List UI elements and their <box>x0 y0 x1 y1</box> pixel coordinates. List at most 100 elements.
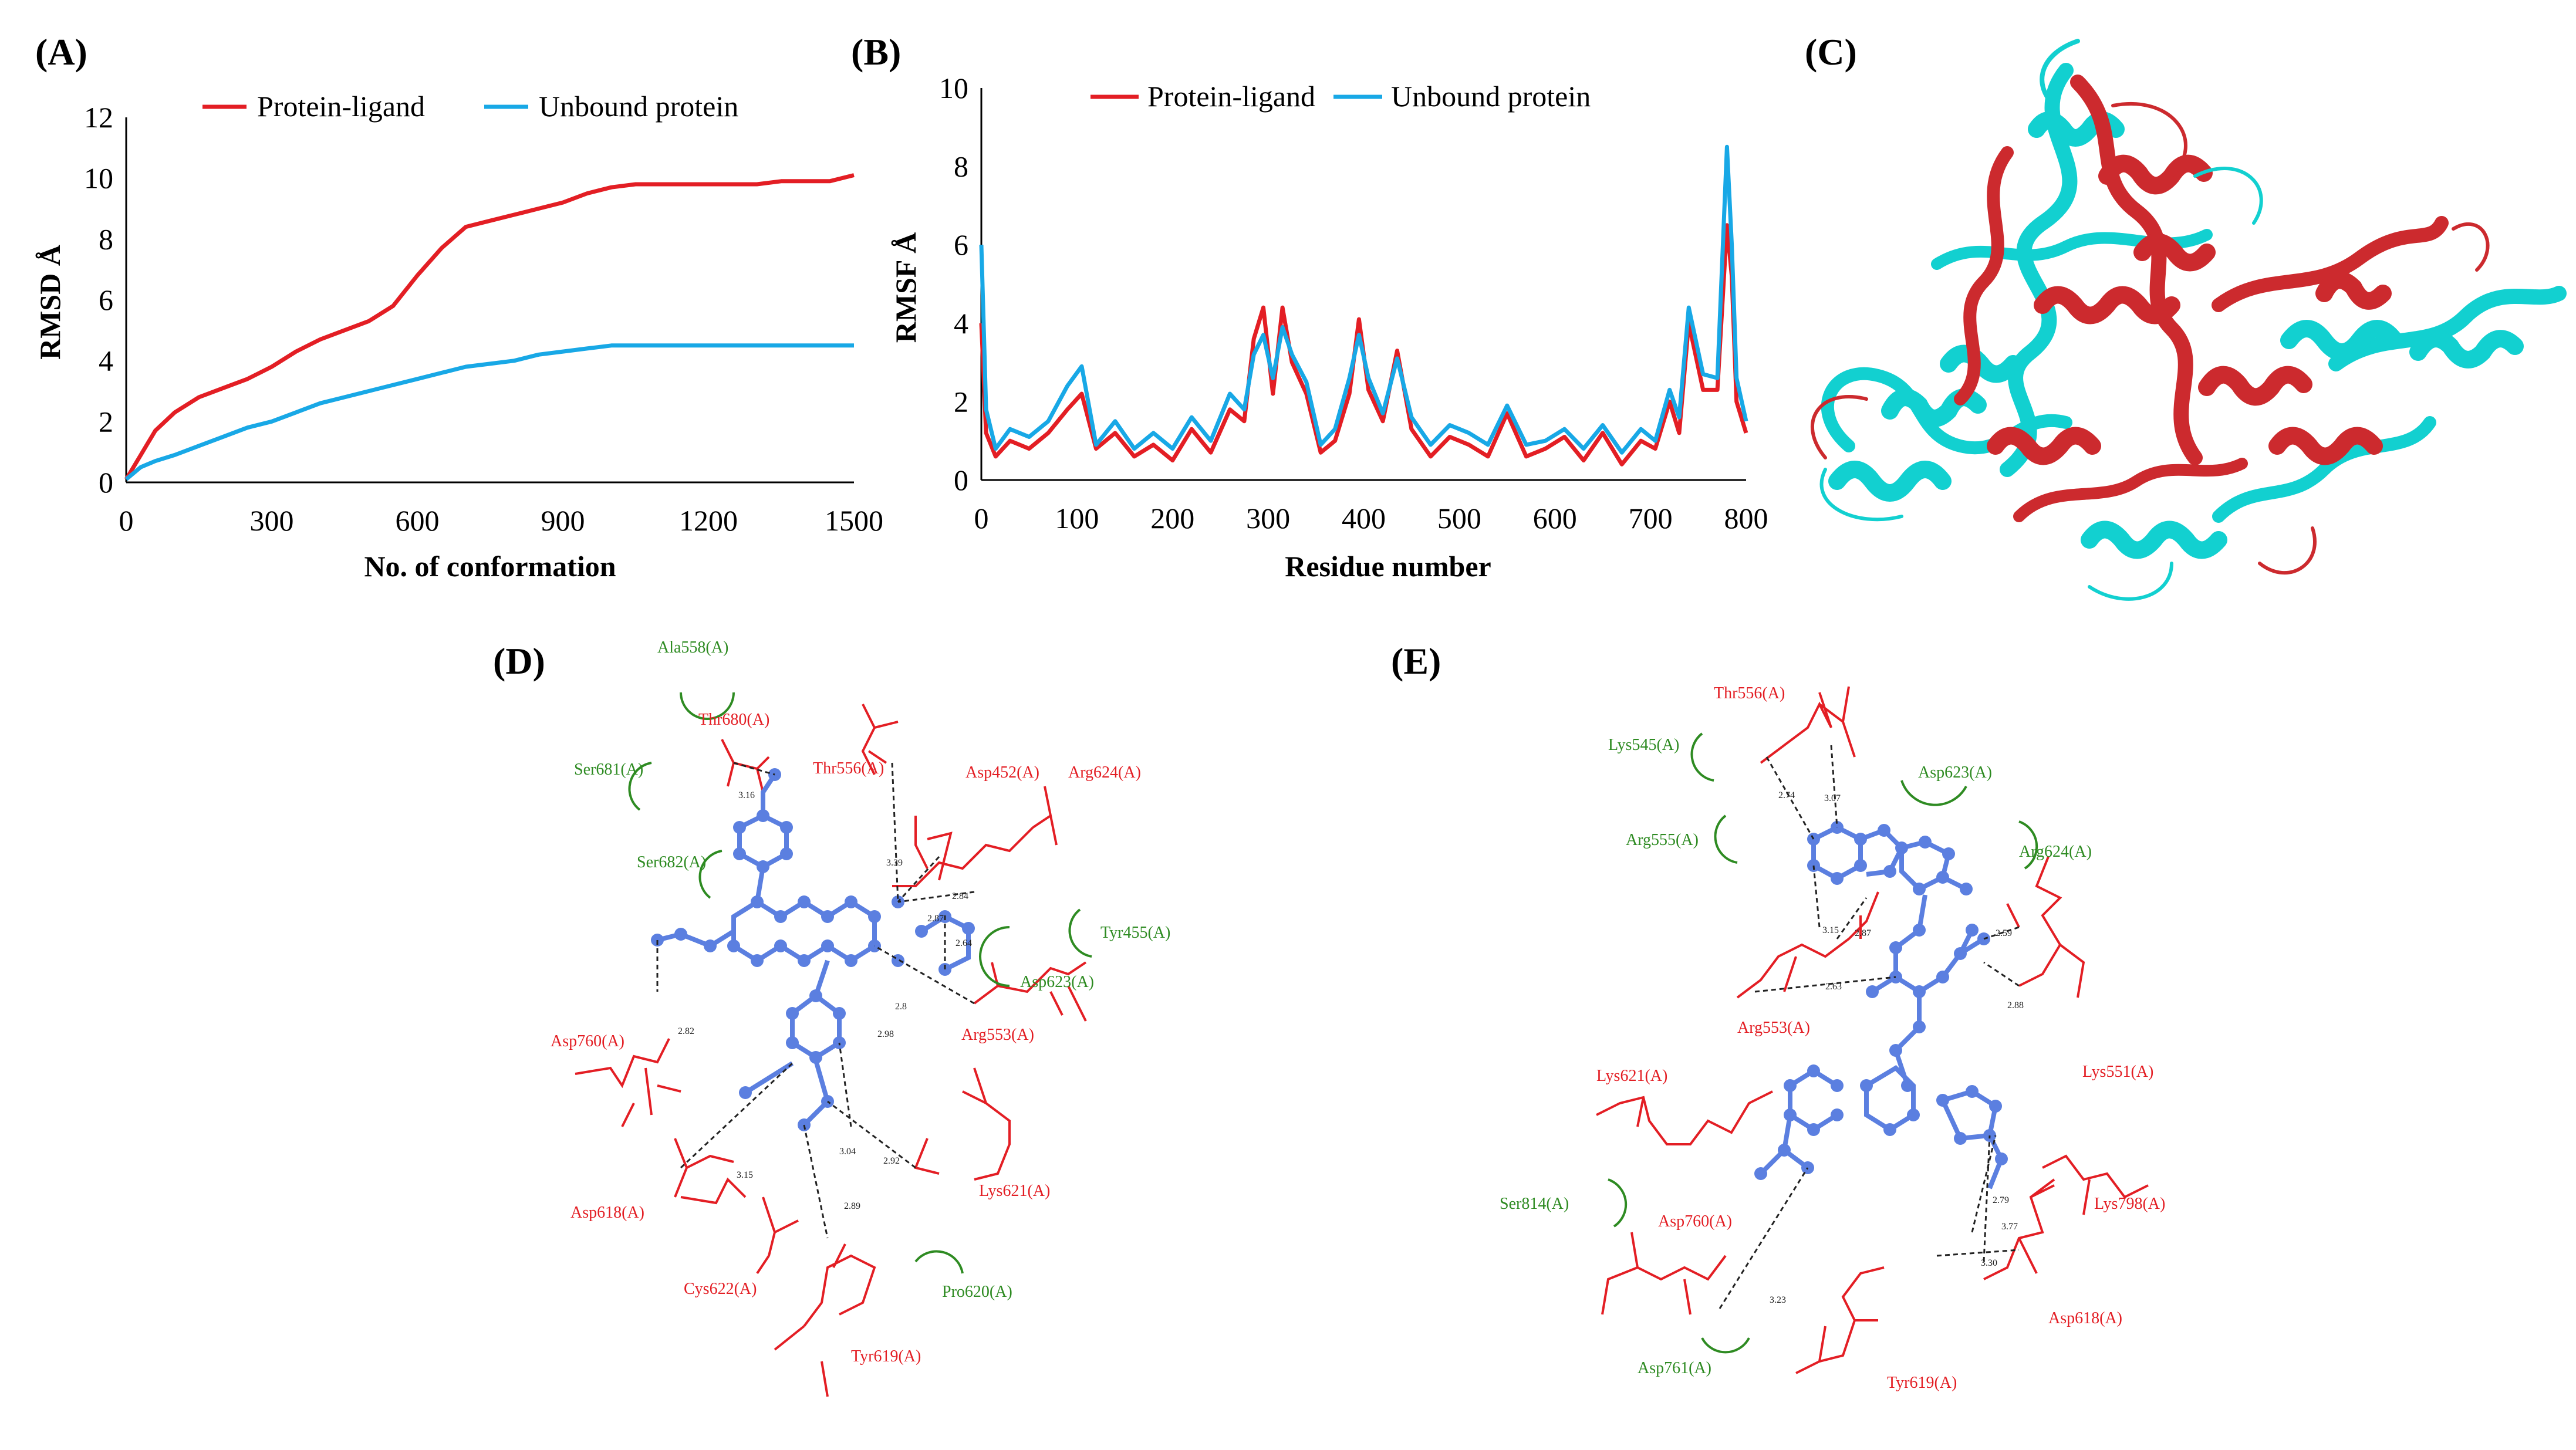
b-x-tick-labels: 0 100 200 300 400 500 600 700 800 <box>974 502 1768 535</box>
a-series-unbound-protein-line <box>124 343 854 481</box>
e-residue-label: Lys798(A) <box>2094 1195 2165 1213</box>
d-distance-labels: 3.16 3.39 2.87 2.84 2.64 2.8 2.98 2.82 3… <box>678 790 972 1211</box>
b-legend-unbound-protein: Unbound protein <box>1391 80 1591 113</box>
d-residue-label: Pro620(A) <box>942 1283 1012 1301</box>
e-residue-label: Lys545(A) <box>1608 736 1679 754</box>
d-hydrophobic-arcs <box>628 692 1092 1274</box>
b-y-tick-label: 4 <box>954 307 968 340</box>
a-series-protein-ligand-line <box>124 173 855 481</box>
d-residue-label: Asp623(A) <box>1020 973 1094 991</box>
d-distance: 3.16 <box>738 790 755 800</box>
d-residue-label: Cys622(A) <box>684 1280 757 1298</box>
a-x-tick-labels: 0 300 600 900 1200 1500 <box>119 504 884 537</box>
e-residue-label: Thr556(A) <box>1714 684 1785 702</box>
e-distance: 2.79 <box>1993 1195 2009 1205</box>
d-residue-label: Lys621(A) <box>979 1182 1050 1200</box>
b-y-tick-label: 2 <box>954 385 968 418</box>
e-residue-labels: Thr556(A) Lys545(A) Asp623(A) Arg555(A) … <box>1500 684 2165 1392</box>
a-x-tick-label: 300 <box>250 504 294 537</box>
e-hbonds <box>1719 745 2020 1309</box>
a-x-tick-label: 1500 <box>825 504 883 537</box>
b-x-tick-label: 400 <box>1342 502 1386 535</box>
e-ligand-atoms <box>1754 821 2008 1180</box>
d-residue-sticks <box>575 704 1087 1397</box>
a-x-tick-label: 0 <box>119 504 134 537</box>
a-x-tick-label: 600 <box>396 504 440 537</box>
e-residue-label: Lys621(A) <box>1596 1067 1667 1085</box>
e-distance: 3.77 <box>2001 1222 2018 1232</box>
d-residue-label: Thr556(A) <box>813 759 884 778</box>
d-distance: 2.92 <box>883 1156 900 1166</box>
b-x-tick-label: 0 <box>974 502 989 535</box>
e-distance: 2.87 <box>1855 928 1871 938</box>
e-residue-label: Asp760(A) <box>1658 1212 1732 1231</box>
a-x-axis-title: No. of conformation <box>364 550 616 583</box>
b-series-lines <box>979 144 1748 467</box>
panel-label-a: (A) <box>35 31 87 73</box>
d-residue-label: Tyr619(A) <box>851 1347 921 1365</box>
panel-label-e: (E) <box>1391 640 1441 682</box>
a-x-tick-label: 900 <box>541 504 585 537</box>
e-distance: 2.74 <box>1778 790 1795 800</box>
d-distance: 3.39 <box>886 858 903 868</box>
e-residue-label: Lys551(A) <box>2082 1063 2153 1081</box>
d-residue-label: Arg553(A) <box>961 1026 1034 1044</box>
d-residue-label: Ser682(A) <box>637 853 706 871</box>
a-legend-unbound-protein: Unbound protein <box>539 90 738 123</box>
panel-e-interaction-diagram: (E) <box>1391 640 2165 1392</box>
e-residue-label: Asp618(A) <box>2048 1309 2122 1327</box>
d-distance: 3.04 <box>839 1147 856 1157</box>
b-x-tick-label: 100 <box>1055 502 1099 535</box>
e-distance: 2.63 <box>1825 982 1842 992</box>
a-y-tick-label: 2 <box>99 405 113 438</box>
e-distance-labels: 2.74 3.07 3.15 2.87 2.59 2.63 2.88 2.79 … <box>1770 790 2024 1305</box>
e-distance: 2.59 <box>1996 928 2012 938</box>
b-series-unbound-protein-line <box>979 144 1748 455</box>
e-distance: 3.30 <box>1981 1258 1997 1268</box>
b-x-axis-title: Residue number <box>1285 550 1491 583</box>
e-residue-label: Ser814(A) <box>1500 1195 1569 1213</box>
e-residue-label: Arg624(A) <box>2019 843 2092 861</box>
a-y-tick-label: 12 <box>84 101 113 134</box>
d-residue-label: Thr680(A) <box>698 711 769 729</box>
a-y-tick-labels: 0 2 4 6 8 10 12 <box>84 101 113 499</box>
d-residue-label: Asp618(A) <box>570 1204 644 1222</box>
d-distance: 2.82 <box>678 1026 694 1036</box>
b-y-tick-labels: 0 2 4 6 8 10 <box>939 72 968 496</box>
e-ligand <box>1759 824 2004 1189</box>
e-residue-label: Asp761(A) <box>1638 1359 1711 1377</box>
d-residue-label: Arg624(A) <box>1068 763 1141 782</box>
b-x-tick-label: 200 <box>1150 502 1194 535</box>
b-x-tick-label: 800 <box>1724 502 1768 535</box>
b-y-tick-label: 8 <box>954 150 968 183</box>
d-distance: 2.89 <box>844 1201 860 1211</box>
d-hbonds <box>656 762 975 1239</box>
a-y-tick-label: 10 <box>84 162 113 195</box>
panel-label-b: (B) <box>851 31 901 73</box>
e-residue-label: Arg553(A) <box>1737 1019 1810 1037</box>
b-x-tick-label: 600 <box>1533 502 1577 535</box>
b-y-axis-title: RMSF Å <box>889 232 922 343</box>
a-legend-protein-ligand: Protein-ligand <box>257 90 425 123</box>
d-distance: 2.87 <box>927 914 944 924</box>
panel-b-rmsf-chart: (B) 0 2 4 6 8 10 0 100 200 300 400 500 600 700 800 RM… <box>851 31 1768 583</box>
e-distance: 3.23 <box>1770 1295 1786 1305</box>
a-y-tick-label: 8 <box>99 222 113 255</box>
b-series-protein-ligand-line <box>979 223 1748 467</box>
d-ligand <box>651 768 975 1131</box>
d-distance: 2.64 <box>956 938 972 948</box>
e-residue-label: Asp623(A) <box>1918 763 1992 782</box>
e-distance: 3.15 <box>1822 925 1839 935</box>
e-residue-label: Tyr619(A) <box>1887 1374 1957 1392</box>
e-distance: 2.88 <box>2007 1001 2024 1010</box>
b-y-tick-label: 6 <box>954 228 968 261</box>
d-residue-label: Tyr455(A) <box>1100 924 1170 942</box>
e-hydrophobic-arcs <box>1608 732 2038 1354</box>
b-y-tick-label: 10 <box>939 72 968 104</box>
a-y-axis-title: RMSD Å <box>33 245 66 360</box>
panel-label-d: (D) <box>493 640 545 682</box>
e-residue-label: Arg555(A) <box>1626 831 1699 849</box>
d-distance: 2.98 <box>877 1029 894 1039</box>
d-residue-label: Asp452(A) <box>965 763 1039 782</box>
